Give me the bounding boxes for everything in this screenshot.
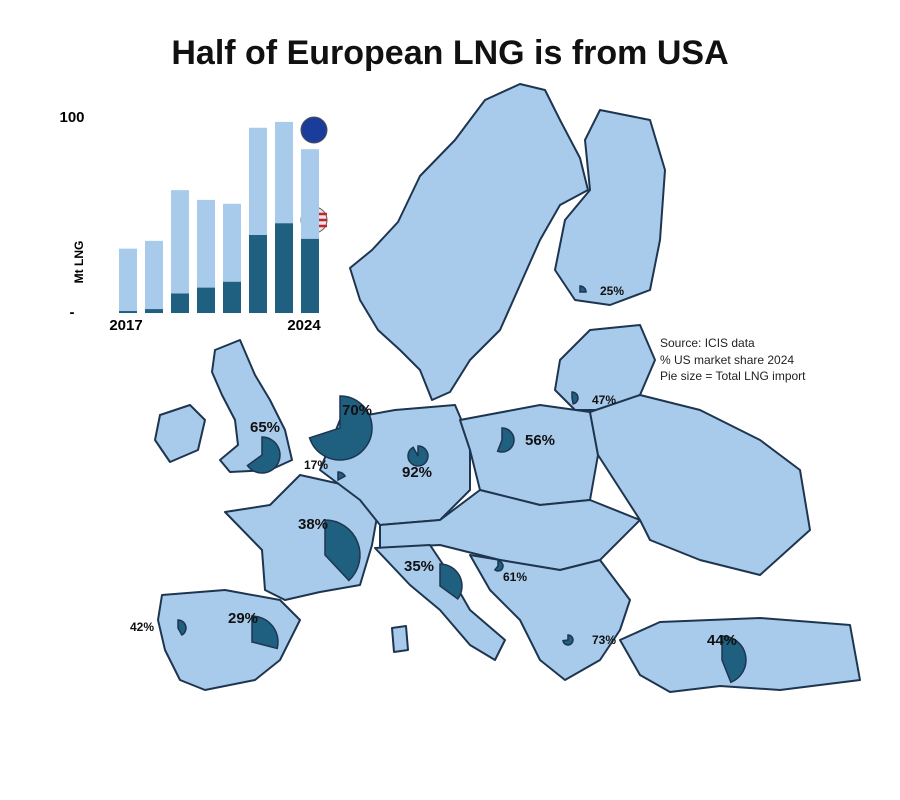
east xyxy=(589,394,811,576)
bar xyxy=(145,240,163,313)
finland xyxy=(554,109,666,306)
bar xyxy=(301,238,319,313)
pie-label: 35% xyxy=(404,558,434,575)
bar xyxy=(249,235,267,313)
pie-slice xyxy=(308,395,373,461)
note: Source: ICIS data xyxy=(660,336,755,350)
pie-slice xyxy=(571,391,579,405)
pie-slice xyxy=(493,560,504,572)
bar xyxy=(171,293,189,313)
pie-label: 17% xyxy=(304,458,328,472)
pie-label: 29% xyxy=(228,610,258,627)
pie-label: 92% xyxy=(402,464,432,481)
bar xyxy=(197,199,215,313)
pie-slice xyxy=(407,445,429,467)
bar xyxy=(119,311,137,313)
pie-label: 25% xyxy=(600,284,624,298)
pie-slice xyxy=(177,619,187,637)
bar xyxy=(119,248,137,313)
ireland xyxy=(154,404,206,463)
note: Pie size = Total LNG import xyxy=(660,369,806,383)
bar xyxy=(223,281,241,313)
scandinavia xyxy=(349,83,589,401)
pie-slice xyxy=(324,519,361,582)
bar xyxy=(145,309,163,313)
eu-flag xyxy=(300,116,328,144)
sardinia xyxy=(391,625,409,653)
pie-slice xyxy=(721,635,747,684)
pie-slice xyxy=(439,563,463,600)
pie-label: 44% xyxy=(707,632,737,649)
pie-slice xyxy=(251,615,279,650)
pie-slice xyxy=(496,427,515,453)
y-tick-label: - xyxy=(70,304,75,321)
balkans xyxy=(469,554,631,681)
x-tick-label: 2024 xyxy=(287,317,321,334)
pie-label: 42% xyxy=(130,620,154,634)
y-tick-label: 100 xyxy=(59,109,84,126)
pie-label: 73% xyxy=(592,633,616,647)
bar xyxy=(197,287,215,313)
title: Half of European LNG is from USA xyxy=(171,34,728,72)
pie-label: 70% xyxy=(342,402,372,419)
iberia xyxy=(157,589,301,691)
pie-label: 47% xyxy=(592,393,616,407)
pie-label: 56% xyxy=(525,432,555,449)
italy xyxy=(374,544,506,661)
note: % US market share 2024 xyxy=(660,353,794,367)
bar xyxy=(171,190,189,313)
pie-slice xyxy=(337,471,347,482)
pie-slice xyxy=(246,436,281,474)
pie-label: 38% xyxy=(298,516,328,533)
x-tick-label: 2017 xyxy=(109,317,142,334)
pie-slice xyxy=(562,634,574,646)
pie-slice xyxy=(579,285,587,293)
pie-label: 65% xyxy=(250,419,280,436)
pie-label: 61% xyxy=(503,570,527,584)
y-axis-label: Mt LNG xyxy=(72,241,86,284)
bar xyxy=(275,223,293,313)
